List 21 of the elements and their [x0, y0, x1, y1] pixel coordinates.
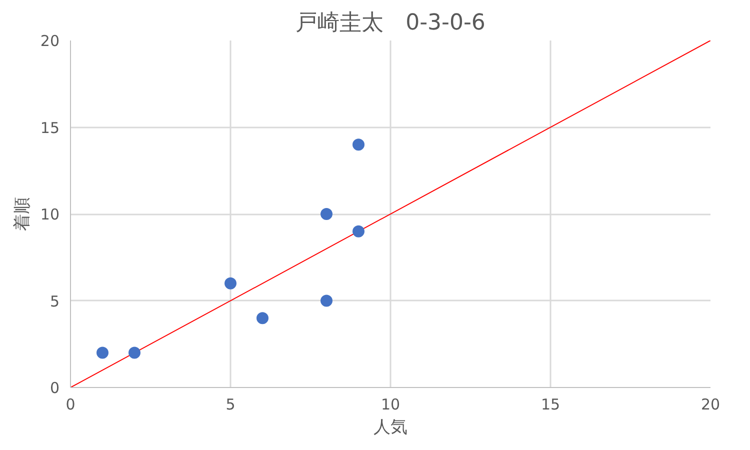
point [96, 346, 108, 359]
point [224, 277, 236, 290]
point [128, 346, 140, 359]
x-tick-label: 0 [66, 396, 76, 414]
point [352, 138, 364, 151]
point [320, 294, 332, 307]
y-tick-label: 15 [40, 118, 60, 137]
x-tick-label: 10 [380, 396, 400, 414]
y-tick-label: 0 [50, 379, 60, 397]
y-axis-title: 着順 [12, 197, 32, 231]
point [352, 225, 364, 238]
x-tick-label: 5 [226, 396, 236, 414]
x-tick-label: 15 [540, 396, 560, 414]
x-axis-title: 人気 [374, 418, 408, 438]
x-tick-label: 20 [700, 396, 720, 414]
y-tick-label: 5 [50, 292, 60, 310]
chart-title: 戸崎圭太 0-3-0-6 [296, 10, 486, 36]
point [320, 208, 332, 220]
y-tick-label: 10 [40, 206, 60, 224]
point [256, 312, 268, 324]
y-tick-label: 20 [40, 32, 60, 50]
